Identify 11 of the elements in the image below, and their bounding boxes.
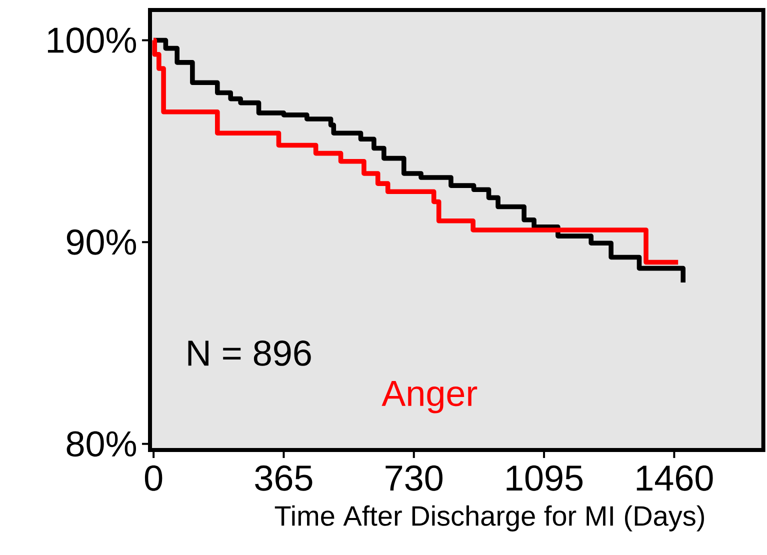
- text: Anger: [382, 381, 478, 414]
- annotation: N = 896: [188, 340, 311, 366]
- x-tick-label: 0: [144, 465, 162, 491]
- x-tick-label: 1095: [506, 465, 583, 491]
- y-tick-label: 90%: [66, 229, 136, 255]
- y-tick-label: 80%: [66, 431, 136, 457]
- x-tick-label: 365: [255, 465, 312, 491]
- x-tick-label: 730: [386, 465, 442, 491]
- x-axis-title: Time After Discharge for MI (Days): [274, 505, 704, 532]
- x-tick-label: 1460: [636, 465, 713, 491]
- y-tick-label: 100%: [48, 28, 136, 54]
